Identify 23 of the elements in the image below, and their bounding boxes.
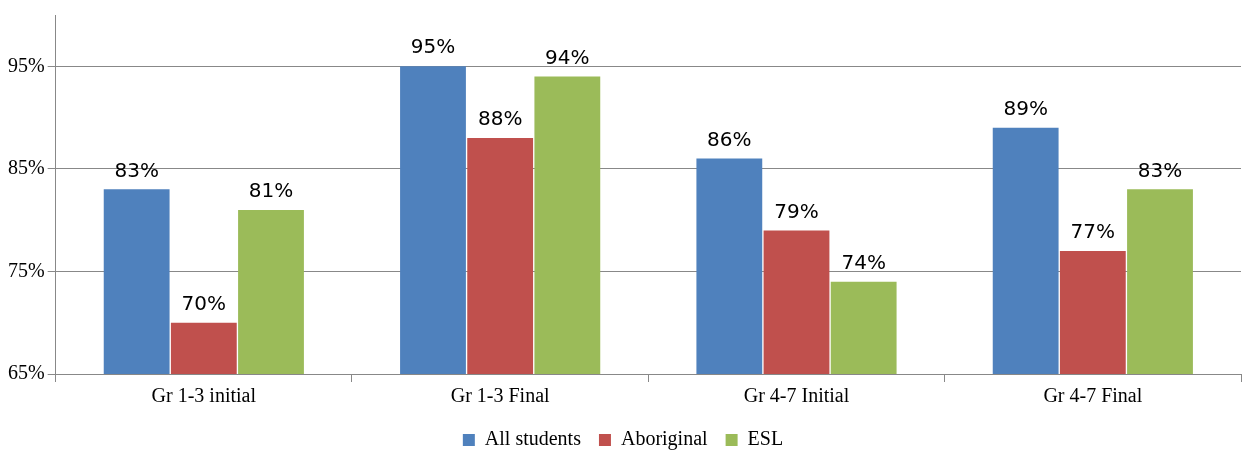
data-label: 88% <box>477 106 523 131</box>
data-label: 77% <box>1070 219 1116 244</box>
x-tick-label: Gr 1-3 initial <box>151 384 257 407</box>
data-label: 74% <box>841 249 886 274</box>
y-tick-label: 95% <box>7 53 45 76</box>
y-tick-label: 85% <box>7 156 45 179</box>
y-tick-label: 65% <box>7 361 45 384</box>
data-label: 81% <box>248 178 294 203</box>
data-label: 94% <box>545 44 590 69</box>
data-label: 83% <box>1137 157 1183 182</box>
legend-label: All students <box>484 427 582 450</box>
data-label: 89% <box>1003 96 1048 121</box>
x-tick-label: Gr 4-7 Final <box>1043 384 1143 407</box>
data-label: 86% <box>707 126 752 151</box>
y-tick-label: 75% <box>7 258 45 281</box>
legend-label: ESL <box>747 427 784 450</box>
data-label: 70% <box>181 290 227 315</box>
data-label: 79% <box>774 198 819 223</box>
data-label: 83% <box>114 157 159 182</box>
x-tick-label: Gr 4-7 Initial <box>743 384 850 407</box>
legend-label: Aboriginal <box>620 427 709 451</box>
x-tick-label: Gr 1-3 Final <box>450 384 551 407</box>
data-label: 95% <box>410 34 456 59</box>
